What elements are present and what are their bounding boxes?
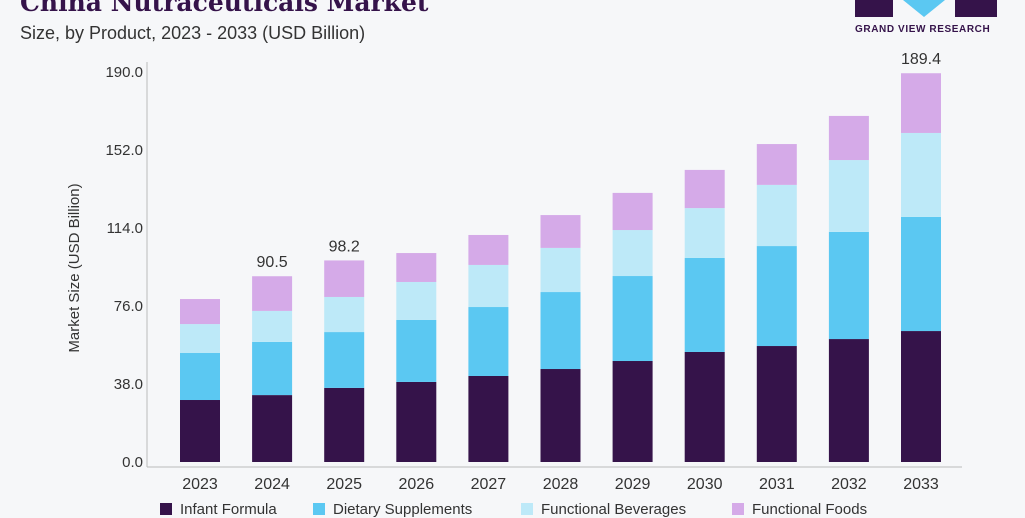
- bar-segment-2029-dietary-supplements: [612, 276, 653, 362]
- x-tick-label: 2031: [759, 476, 795, 493]
- bar-segment-2023-dietary-supplements: [180, 353, 220, 401]
- grand-view-research-logo: [855, 0, 997, 17]
- bar-segment-2030-functional-foods: [684, 169, 725, 209]
- data-label: 90.5: [257, 254, 288, 271]
- x-tick-label: 2024: [254, 476, 290, 493]
- bar-segment-2032-functional-beverages: [828, 160, 869, 232]
- bar-segment-2027-dietary-supplements: [468, 307, 509, 376]
- bar-segment-2029-functional-foods: [612, 192, 653, 231]
- bar-segment-2032-infant-formula: [828, 339, 869, 462]
- legend-item: Functional Beverages: [541, 501, 687, 518]
- bar-segment-2024-functional-foods: [252, 276, 293, 311]
- legend-swatch: [521, 503, 533, 515]
- legend-item: Dietary Supplements: [333, 501, 473, 518]
- x-tick-label: 2023: [182, 476, 218, 493]
- bar-segment-2025-functional-beverages: [324, 296, 365, 333]
- bar-segment-2028-infant-formula: [540, 369, 581, 462]
- bar-segment-2032-dietary-supplements: [828, 231, 869, 340]
- bar-segment-2030-infant-formula: [684, 351, 725, 462]
- legend-swatch: [160, 503, 172, 515]
- bar-segment-2029-functional-beverages: [612, 230, 653, 277]
- legend-swatch: [313, 503, 325, 515]
- bar-segment-2028-dietary-supplements: [540, 292, 581, 370]
- bar-segment-2030-functional-beverages: [684, 208, 725, 258]
- bar-segment-2031-functional-foods: [756, 144, 797, 185]
- bar-segment-2027-functional-foods: [468, 234, 509, 265]
- bar-segment-2026-infant-formula: [396, 381, 437, 462]
- bar-segment-2033-infant-formula: [901, 331, 941, 462]
- y-tick-label: 114.0: [107, 220, 143, 237]
- legend-swatch: [732, 503, 744, 515]
- logo-text: GRAND VIEW RESEARCH: [855, 24, 991, 35]
- y-tick-label: 38.0: [114, 376, 143, 393]
- bar-segment-2031-functional-beverages: [756, 184, 797, 247]
- bar-segment-2023-functional-beverages: [180, 324, 220, 354]
- legend-item: Infant Formula: [180, 501, 277, 518]
- y-axis-title: Market Size (USD Billion): [66, 183, 83, 352]
- bar-segment-2028-functional-foods: [540, 215, 581, 248]
- chart-title: China Nutraceuticals Market: [20, 0, 429, 17]
- legend-item: Functional Foods: [752, 501, 868, 518]
- bar-segment-2024-dietary-supplements: [252, 341, 293, 396]
- bar-segment-2023-infant-formula: [180, 400, 220, 462]
- y-tick-label: 76.0: [114, 298, 143, 315]
- bar-segment-2030-dietary-supplements: [684, 257, 725, 352]
- x-tick-label: 2027: [471, 476, 507, 493]
- bar-segment-2024-infant-formula: [252, 395, 293, 462]
- bar-segment-2032-functional-foods: [828, 115, 869, 161]
- data-label: 98.2: [329, 238, 360, 255]
- bar-segment-2024-functional-beverages: [252, 310, 293, 342]
- x-tick-label: 2033: [903, 476, 939, 493]
- x-tick-label: 2032: [831, 476, 867, 493]
- x-tick-label: 2025: [326, 476, 362, 493]
- bar-segment-2027-infant-formula: [468, 375, 509, 462]
- bar-segment-2023-functional-foods: [180, 299, 220, 325]
- bar-segment-2027-functional-beverages: [468, 264, 509, 308]
- bar-segment-2033-functional-foods: [901, 73, 941, 133]
- data-label: 189.4: [901, 51, 941, 68]
- bar-segment-2025-dietary-supplements: [324, 332, 365, 388]
- y-tick-label: 0.0: [122, 454, 143, 471]
- bar-segment-2033-dietary-supplements: [901, 216, 941, 332]
- x-tick-label: 2030: [687, 476, 723, 493]
- bar-segment-2025-infant-formula: [324, 387, 365, 462]
- bar-segment-2031-dietary-supplements: [756, 246, 797, 347]
- x-tick-label: 2029: [615, 476, 651, 493]
- bar-segment-2033-functional-beverages: [901, 132, 941, 217]
- chart-subtitle: Size, by Product, 2023 - 2033 (USD Billi…: [20, 23, 366, 43]
- x-tick-label: 2026: [399, 476, 435, 493]
- bar-segment-2029-infant-formula: [612, 361, 653, 462]
- bar-segment-2026-functional-beverages: [396, 281, 437, 320]
- bar-segment-2026-dietary-supplements: [396, 319, 437, 382]
- y-tick-label: 152.0: [105, 142, 143, 159]
- bar-segment-2025-functional-foods: [324, 260, 365, 297]
- y-tick-label: 190.0: [105, 64, 143, 81]
- bar-segment-2026-functional-foods: [396, 253, 437, 282]
- x-tick-label: 2028: [543, 476, 579, 493]
- bar-segment-2031-infant-formula: [756, 346, 797, 462]
- bar-segment-2028-functional-beverages: [540, 247, 581, 293]
